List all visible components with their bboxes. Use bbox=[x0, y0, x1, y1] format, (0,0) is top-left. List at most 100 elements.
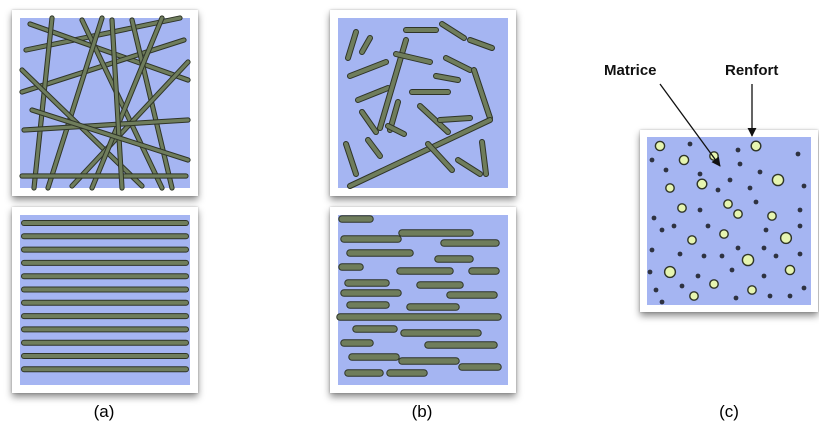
matrix-dot bbox=[763, 227, 769, 233]
matrix-dot bbox=[719, 253, 725, 259]
matrix-dot bbox=[801, 285, 807, 291]
reinforcement-particle bbox=[665, 183, 675, 193]
panel-b-bottom-drawing bbox=[336, 215, 508, 385]
reinforcement-particle bbox=[723, 199, 733, 209]
fiber-core bbox=[80, 18, 164, 190]
matrix-dot bbox=[651, 215, 657, 221]
fiber-core bbox=[32, 16, 54, 190]
panel-b-aligned-short-fibers bbox=[330, 207, 516, 393]
matrix-dot bbox=[761, 273, 767, 279]
matrix-dot bbox=[649, 247, 655, 253]
reinforcement-particle bbox=[677, 203, 687, 213]
fiber bbox=[347, 117, 493, 189]
fiber-core bbox=[440, 22, 466, 40]
matrix-dot bbox=[767, 293, 773, 299]
fiber bbox=[439, 21, 467, 41]
fiber-core bbox=[472, 68, 492, 120]
fiber bbox=[29, 107, 191, 163]
fiber-core bbox=[360, 110, 378, 134]
matrix-dot bbox=[697, 171, 703, 177]
reinforcement-particle bbox=[687, 235, 697, 245]
matrix-dot bbox=[797, 251, 803, 257]
fiber-core bbox=[30, 108, 190, 162]
matrix-dot bbox=[735, 147, 741, 153]
matrix-dot bbox=[797, 207, 803, 213]
fiber bbox=[467, 37, 495, 51]
fiber-core bbox=[418, 104, 450, 134]
fiber-core bbox=[90, 16, 164, 190]
reinforcement-particle bbox=[750, 140, 762, 152]
reinforcement-particle bbox=[663, 265, 677, 279]
fiber bbox=[437, 115, 473, 123]
fiber-core bbox=[426, 142, 454, 172]
fiber-core bbox=[46, 16, 104, 190]
reinforcement-particle bbox=[678, 154, 690, 166]
panel-c-drawing bbox=[647, 137, 811, 305]
matrix-dot bbox=[687, 141, 693, 147]
fiber bbox=[417, 103, 451, 135]
matrix-dot bbox=[787, 293, 793, 299]
matrix-dot bbox=[715, 187, 721, 193]
fiber bbox=[393, 51, 433, 65]
fiber bbox=[27, 21, 191, 83]
fiber bbox=[347, 59, 389, 79]
reinforcement-particle bbox=[767, 211, 777, 221]
fiber bbox=[31, 15, 55, 191]
fiber-core bbox=[110, 18, 124, 190]
fiber-core bbox=[444, 56, 472, 72]
fiber-core bbox=[344, 142, 358, 176]
fiber-core bbox=[348, 118, 492, 188]
matrix-dot bbox=[757, 169, 763, 175]
fiber-core bbox=[22, 118, 190, 132]
label-renfort: Renfort bbox=[725, 62, 779, 79]
matrix-dot bbox=[733, 295, 739, 301]
matrix-dot bbox=[753, 199, 759, 205]
matrix-dot bbox=[649, 157, 655, 163]
panel-c-particle-composite bbox=[640, 130, 818, 312]
matrix-dot bbox=[729, 267, 735, 273]
matrix-dot bbox=[705, 223, 711, 229]
reinforcement-particle bbox=[741, 253, 755, 267]
fiber bbox=[455, 157, 483, 177]
fiber bbox=[425, 141, 455, 173]
panel-a-aligned-long-fibers bbox=[12, 207, 198, 393]
fiber bbox=[433, 73, 461, 83]
matrix-dot bbox=[647, 269, 653, 275]
matrix-dot bbox=[761, 245, 767, 251]
reinforcement-particle bbox=[719, 229, 729, 239]
fiber bbox=[21, 117, 191, 133]
fiber bbox=[359, 109, 379, 135]
fiber-core bbox=[360, 36, 372, 54]
panel-a-random-long-fibers bbox=[12, 10, 198, 196]
matrix-dot bbox=[727, 177, 733, 183]
matrix-dot bbox=[659, 299, 665, 305]
matrix-dot bbox=[737, 161, 743, 167]
fiber bbox=[345, 29, 359, 61]
fiber-core bbox=[28, 22, 190, 82]
matrix-dot bbox=[695, 273, 701, 279]
fiber-core bbox=[356, 86, 390, 102]
matrice-arrow bbox=[659, 83, 721, 167]
matrix-background bbox=[647, 137, 811, 305]
fiber bbox=[89, 15, 165, 191]
matrix-dot bbox=[773, 253, 779, 259]
fiber bbox=[109, 17, 125, 191]
reinforcement-particle bbox=[654, 140, 666, 152]
matrix-dot bbox=[653, 287, 659, 293]
fiber bbox=[385, 123, 407, 137]
reinforcement-particle bbox=[696, 178, 708, 190]
matrix-dot bbox=[701, 253, 707, 259]
matrix-dot bbox=[671, 223, 677, 229]
fiber-core bbox=[456, 158, 482, 176]
matrix-dot bbox=[677, 251, 683, 257]
fiber bbox=[443, 55, 473, 73]
matrix-dot bbox=[747, 185, 753, 191]
fiber-core bbox=[366, 138, 382, 158]
fiber bbox=[479, 139, 489, 177]
matrix-dot bbox=[679, 283, 685, 289]
panel-a-bottom-drawing bbox=[20, 215, 190, 385]
fiber-core bbox=[348, 60, 388, 78]
reinforcement-particle bbox=[733, 209, 743, 219]
fiber bbox=[355, 85, 391, 103]
